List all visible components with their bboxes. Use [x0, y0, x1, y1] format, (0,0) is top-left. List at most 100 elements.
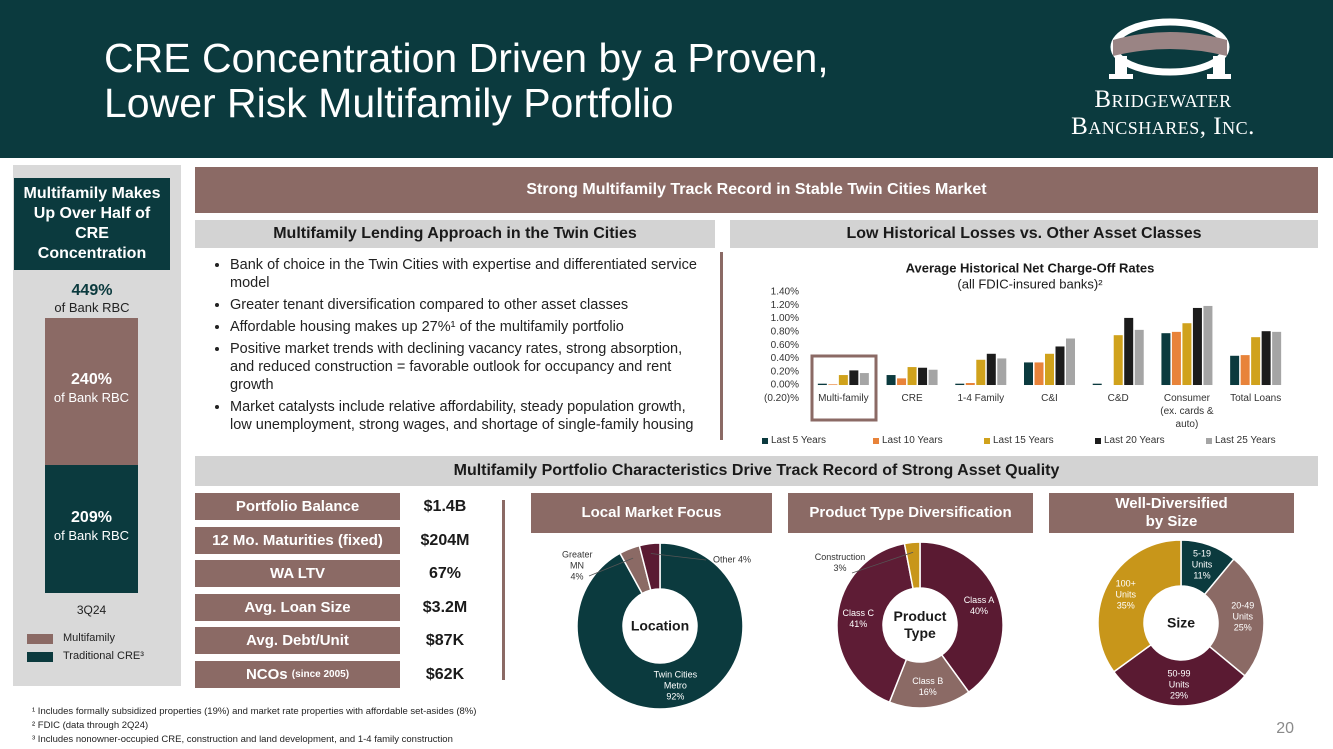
bar: [1113, 335, 1123, 386]
slice-name: Twin Cities Metro: [653, 669, 698, 691]
bar: [1034, 362, 1044, 386]
logo-icon: [1109, 18, 1231, 79]
slice-value: 16%: [918, 686, 937, 697]
donut-slice: [1097, 539, 1182, 673]
legend-swatch: [1206, 438, 1212, 444]
metric-value: $62K: [425, 665, 465, 683]
logo-text: Bridgewater Bancshares, Inc.: [1040, 86, 1286, 140]
y-tick-label: 0.40%: [771, 353, 799, 364]
x-tick-label: C&I: [1041, 393, 1058, 404]
slice-name: 5-19 Units: [1191, 548, 1213, 570]
bar: [1192, 307, 1202, 386]
chart-title: Product Type Diversification: [809, 504, 1012, 521]
donut-slice: [638, 542, 661, 592]
bar: [859, 373, 869, 386]
legend-label: Last 5 Years: [771, 435, 827, 446]
leader-line: [588, 557, 634, 577]
divider: [502, 500, 505, 680]
slice-name: 100+ Units: [1115, 578, 1136, 600]
bar: [918, 367, 928, 386]
chart-header: Well-Diversified by Size: [1049, 493, 1294, 533]
legend-swatch: [1095, 438, 1101, 444]
bar: [1055, 346, 1065, 386]
slice-label: Class A 40%: [955, 595, 1003, 617]
chart-header: Local Market Focus: [531, 493, 772, 533]
chart-subtitle: (all FDIC-insured banks)²: [957, 276, 1103, 291]
x-tick-label: C&D: [1107, 393, 1129, 404]
metric-label: Avg. Debt/Unit: [195, 627, 400, 654]
slice-value: 11%: [1193, 570, 1211, 581]
slice-label: 5-19 Units 11%: [1186, 548, 1218, 581]
section-banner: Strong Multifamily Track Record in Stabl…: [195, 167, 1318, 213]
bar: [1161, 333, 1171, 386]
center-label: Product Type: [893, 608, 947, 641]
metric-name: Avg. Loan Size: [244, 598, 351, 616]
x-tick-label: 1-4 Family: [957, 393, 1005, 404]
bar: [838, 375, 848, 386]
metric-value: $3.2M: [422, 598, 468, 616]
bar: [955, 383, 965, 386]
bullet: Market catalysts include relative afford…: [230, 398, 702, 434]
metric-value: 67%: [428, 565, 462, 582]
metric-name: NCOs: [245, 665, 288, 683]
page-number: 20: [1276, 720, 1294, 737]
y-tick-label: 0.20%: [771, 366, 799, 377]
metric-qualifier: (since 2005): [291, 668, 350, 680]
bar: [1182, 323, 1192, 386]
total-label: 449%: [71, 282, 113, 299]
logo-line: Bridgewater: [1094, 86, 1232, 113]
y-tick-label: 0.60%: [771, 340, 799, 351]
donut-slice: [836, 542, 914, 704]
bar-segment: [45, 318, 138, 465]
x-tick-label: CRE: [901, 393, 923, 404]
bar: [1134, 329, 1144, 386]
bar: [1261, 331, 1271, 386]
chart-title: Local Market Focus: [581, 504, 722, 521]
x-tick-label: Total Loans: [1230, 393, 1282, 404]
bar: [1024, 362, 1033, 386]
logo-line: Bancshares, Inc.: [1071, 113, 1255, 140]
slice-value: 4%: [738, 554, 752, 565]
metric-value: $1.4B: [423, 498, 467, 515]
slice-name: 50-99 Units: [1167, 668, 1191, 690]
donut-center: [884, 589, 956, 661]
leader-line: [650, 553, 707, 561]
center-label: Size: [1166, 614, 1195, 631]
segment-unit: of Bank RBC: [53, 390, 130, 406]
y-tick-label: 1.00%: [771, 313, 799, 324]
bar: [965, 383, 975, 386]
title-line: CRE Concentration Driven by a Proven,: [104, 35, 829, 81]
y-tick-label: 0.00%: [771, 380, 799, 391]
slice-name: Construction: [814, 552, 866, 562]
bar: [828, 384, 838, 386]
slice-label: Greater MN 4%: [562, 549, 593, 583]
bar: [817, 383, 827, 386]
bar-segment: [45, 464, 138, 593]
legend-swatch: [984, 438, 990, 444]
footnote: ³ Includes nonowner-occupied CRE, constr…: [32, 734, 453, 745]
bar: [997, 358, 1007, 386]
donut-center: [1145, 587, 1217, 659]
segment-label: 240%: [71, 371, 112, 389]
slice-name: Greater MN: [562, 549, 593, 571]
metric-name: 12 Mo. Maturities (fixed): [212, 531, 383, 549]
bullet: Greater tenant diversification compared …: [230, 296, 702, 314]
legend-label: Last 10 Years: [882, 435, 943, 446]
slice-label: 20-49 Units 25%: [1227, 601, 1259, 634]
bar: [1251, 337, 1261, 386]
y-tick-label: 1.40%: [771, 287, 799, 298]
slice-name: Class A: [963, 594, 995, 605]
bar: [849, 370, 859, 386]
metric-label: NCOs (since 2005): [195, 660, 400, 688]
slice-label: Twin Cities Metro 92%: [650, 670, 700, 703]
chart-header: Product Type Diversification: [788, 493, 1033, 533]
segment-label: 209%: [71, 508, 112, 526]
center-label: Location: [630, 617, 690, 634]
bullet-list: Bank of choice in the Twin Cities with e…: [205, 256, 702, 438]
title-line: Lower Risk Multifamily Portfolio: [104, 80, 674, 126]
slice-value: 3%: [833, 563, 847, 573]
slice-value: 35%: [1116, 600, 1135, 611]
slice-value: 40%: [969, 605, 988, 616]
